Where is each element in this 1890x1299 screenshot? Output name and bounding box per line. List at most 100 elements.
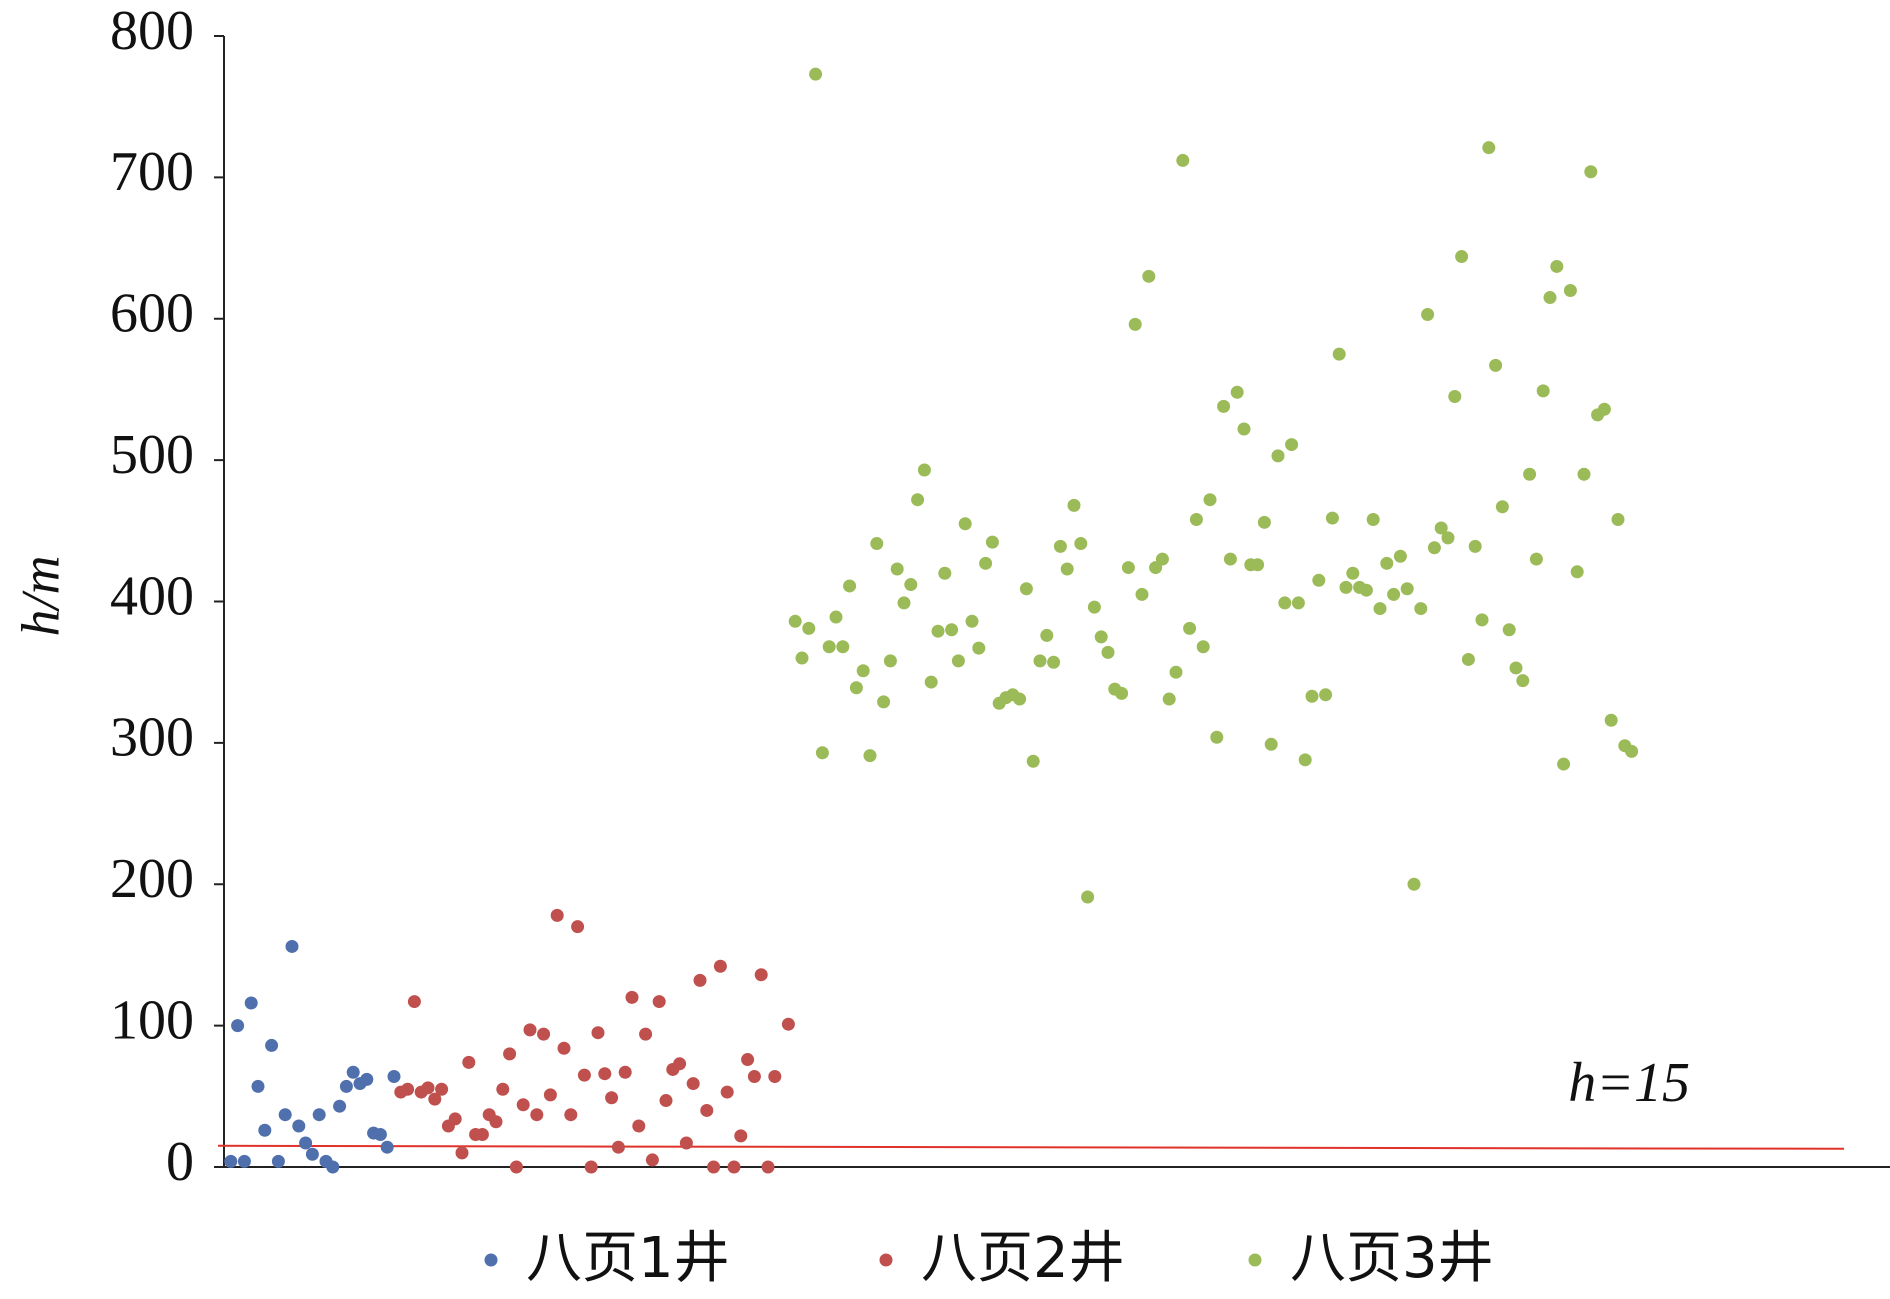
data-point <box>1135 587 1149 601</box>
data-point <box>1529 552 1543 566</box>
data-point <box>1285 438 1299 452</box>
y-tick-label: 300 <box>110 707 194 769</box>
data-point <box>877 695 891 709</box>
data-point <box>571 920 585 934</box>
data-point <box>727 1160 741 1174</box>
data-point <box>496 1082 510 1096</box>
data-point <box>387 1070 401 1084</box>
data-point <box>489 1115 503 1129</box>
data-point <box>455 1146 469 1160</box>
data-point <box>285 939 299 953</box>
data-point <box>1475 613 1489 627</box>
data-point <box>265 1038 279 1052</box>
y-tick-label: 0 <box>166 1131 194 1193</box>
data-point <box>924 675 938 689</box>
data-point <box>965 614 979 628</box>
data-point <box>781 1017 795 1031</box>
data-point <box>373 1127 387 1141</box>
data-point <box>1536 384 1550 398</box>
data-point <box>761 1160 775 1174</box>
data-point <box>911 493 925 507</box>
data-point <box>1053 539 1067 553</box>
data-point <box>462 1055 476 1069</box>
legend-label: 八页2井 <box>921 1226 1125 1291</box>
data-point <box>605 1091 619 1105</box>
data-point <box>251 1079 265 1093</box>
data-point <box>856 664 870 678</box>
data-point <box>1230 385 1244 399</box>
data-point <box>1305 689 1319 703</box>
legend-marker <box>879 1253 893 1267</box>
data-point <box>1387 587 1401 601</box>
data-point <box>1455 250 1469 264</box>
data-point <box>1359 583 1373 597</box>
data-point <box>1448 390 1462 404</box>
data-point <box>1176 153 1190 167</box>
data-point <box>1611 513 1625 527</box>
data-point <box>598 1067 612 1081</box>
data-point <box>720 1085 734 1099</box>
data-point <box>1373 602 1387 616</box>
data-point <box>1081 890 1095 904</box>
data-point <box>1019 582 1033 596</box>
data-point <box>618 1065 632 1079</box>
data-point <box>258 1123 272 1137</box>
data-point <box>1332 347 1346 361</box>
data-point <box>897 596 911 610</box>
data-point <box>1026 754 1040 768</box>
data-point <box>244 996 258 1010</box>
data-point <box>1604 713 1618 727</box>
data-point <box>1325 511 1339 525</box>
data-point <box>1101 645 1115 659</box>
legend-label: 八页1井 <box>526 1226 730 1291</box>
data-point <box>1489 358 1503 372</box>
data-point <box>659 1094 673 1108</box>
data-point <box>1257 515 1271 529</box>
reference-label: h=15 <box>1568 1052 1690 1114</box>
data-point <box>1210 730 1224 744</box>
data-point <box>979 556 993 570</box>
data-point <box>339 1079 353 1093</box>
data-point <box>1380 556 1394 570</box>
data-point <box>904 578 918 592</box>
data-point <box>557 1041 571 1055</box>
data-point <box>564 1108 578 1122</box>
data-point <box>1183 621 1197 635</box>
data-point <box>931 624 945 638</box>
data-point <box>611 1140 625 1154</box>
data-point <box>1400 582 1414 596</box>
data-point <box>713 959 727 973</box>
data-point <box>312 1108 326 1122</box>
data-point <box>693 973 707 987</box>
data-point <box>836 640 850 654</box>
data-point <box>1121 561 1135 575</box>
data-point <box>516 1098 530 1112</box>
legend-marker <box>484 1253 498 1267</box>
data-point <box>1468 539 1482 553</box>
y-tick-label: 700 <box>110 141 194 203</box>
data-point <box>305 1147 319 1161</box>
data-point <box>278 1108 292 1122</box>
data-point <box>1366 513 1380 527</box>
data-point <box>1291 596 1305 610</box>
data-point <box>768 1070 782 1084</box>
data-point <box>632 1119 646 1133</box>
data-point <box>822 640 836 654</box>
data-point <box>509 1160 523 1174</box>
data-point <box>741 1053 755 1067</box>
data-point <box>945 623 959 637</box>
data-point <box>326 1160 340 1174</box>
y-axis-label: h/m <box>10 556 70 637</box>
data-point <box>1427 541 1441 555</box>
data-point <box>883 654 897 668</box>
data-point <box>346 1065 360 1079</box>
data-point <box>700 1103 714 1117</box>
data-point <box>333 1099 347 1113</box>
data-point <box>645 1153 659 1167</box>
data-point <box>1312 573 1326 587</box>
data-point <box>1441 531 1455 545</box>
data-point <box>917 463 931 477</box>
y-tick-label: 600 <box>110 283 194 345</box>
data-point <box>972 641 986 655</box>
